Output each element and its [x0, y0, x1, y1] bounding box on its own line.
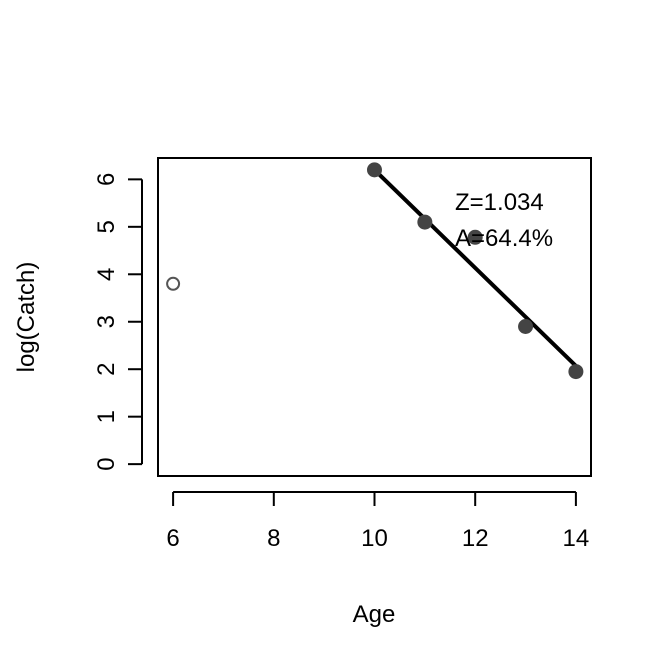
y-axis: 0 1 2 3 4 5 6: [93, 173, 143, 471]
plot-frame: [157, 157, 592, 477]
data-point: [518, 318, 534, 334]
data-point: [568, 364, 584, 380]
y-axis-title: log(Catch): [13, 262, 40, 373]
annotation-a: A=64.4%: [455, 225, 553, 252]
y-tick-label: 0: [93, 457, 120, 470]
y-tick-label: 6: [93, 173, 120, 186]
x-tick-label: 6: [166, 525, 179, 552]
y-tick-label: 4: [93, 268, 120, 281]
y-tick-label: 1: [93, 410, 120, 423]
y-tick-label: 5: [93, 220, 120, 233]
x-tick-label: 8: [267, 525, 280, 552]
data-point: [367, 162, 382, 178]
x-tick-label: 14: [563, 525, 590, 552]
data-point: [467, 229, 483, 245]
annotation-z: Z=1.034: [455, 189, 544, 216]
data-point: [417, 214, 433, 230]
data-points: [166, 162, 584, 380]
excluded-data-point: [166, 276, 181, 291]
x-tick-label: 12: [462, 525, 489, 552]
x-axis: 6 8 10 12 14: [166, 491, 590, 552]
x-tick-label: 10: [361, 525, 388, 552]
y-tick-label: 2: [93, 363, 120, 376]
regression-line: [372, 167, 578, 368]
y-tick-label: 3: [93, 315, 120, 328]
x-axis-title: Age: [353, 601, 396, 628]
